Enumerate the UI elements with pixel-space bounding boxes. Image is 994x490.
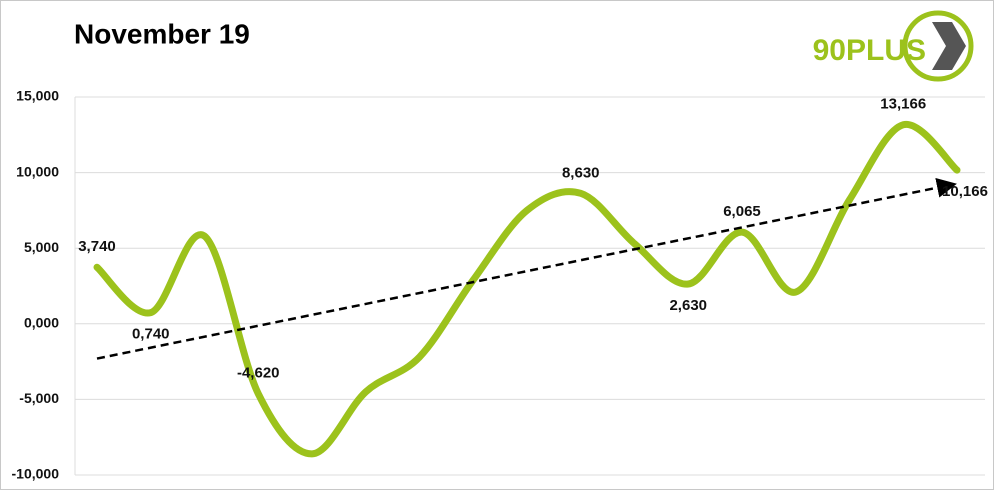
value-label: 8,630 — [562, 164, 600, 181]
y-tick-label: -5,000 — [19, 390, 59, 406]
value-label: -4,620 — [237, 365, 280, 382]
y-tick-label: 5,000 — [24, 239, 59, 255]
value-label: 2,630 — [669, 297, 707, 314]
logo-text: 90PLUS — [813, 34, 926, 67]
logo: 90PLUS — [813, 10, 974, 82]
y-tick-label: -10,000 — [12, 466, 60, 482]
y-tick-label: 0,000 — [24, 315, 59, 331]
value-label: 6,065 — [723, 203, 761, 220]
logo-chevron — [932, 22, 966, 70]
chart-title: November 19 — [74, 18, 250, 49]
y-tick-label: 10,000 — [16, 163, 59, 179]
y-tick-label: 15,000 — [16, 88, 59, 104]
value-label: 13,166 — [880, 96, 926, 113]
value-label: 3,740 — [78, 238, 116, 255]
value-label: 0,740 — [132, 326, 170, 343]
logo-ring — [902, 10, 974, 82]
trendline — [96, 177, 957, 360]
line — [93, 121, 961, 458]
value-label: 10,166 — [942, 183, 988, 200]
